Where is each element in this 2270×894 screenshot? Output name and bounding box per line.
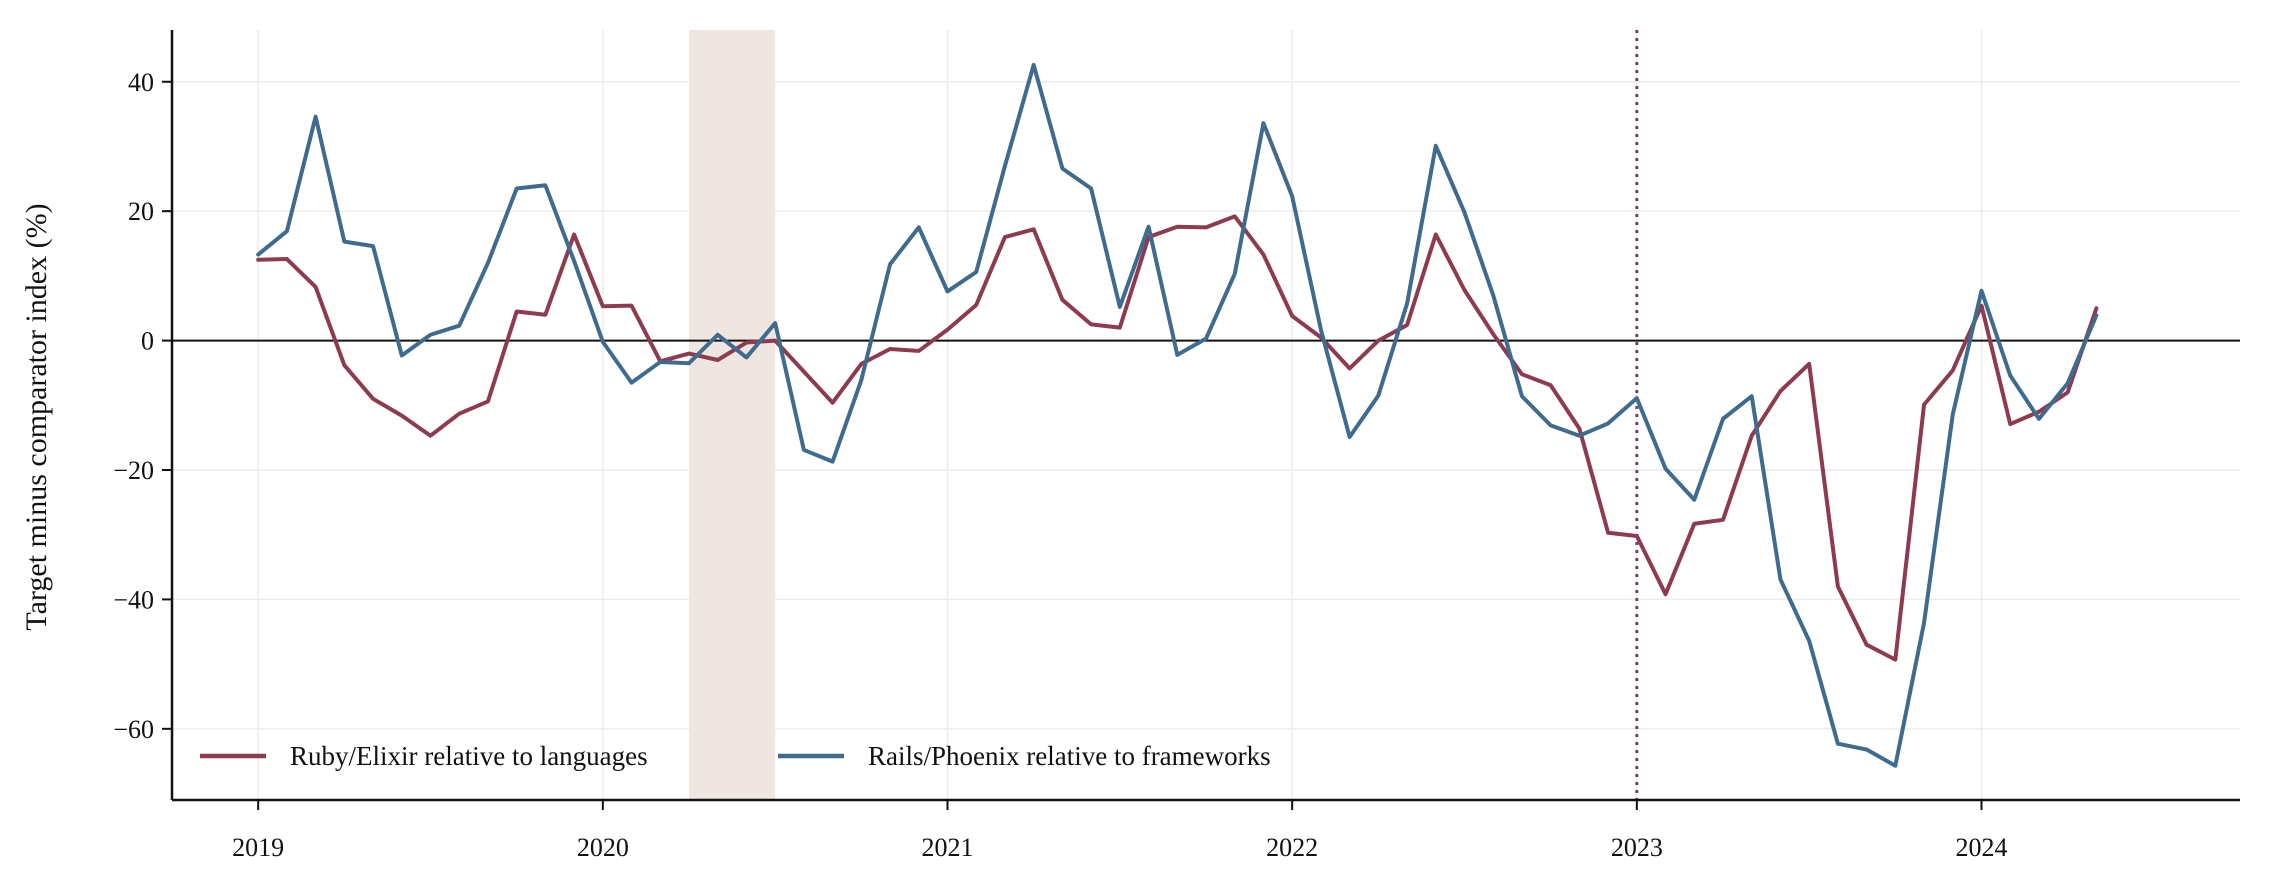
y-tick-label: −60 (113, 715, 154, 744)
x-tick-label: 2019 (232, 833, 284, 862)
x-tick-label: 2020 (577, 833, 629, 862)
y-tick-label: 20 (128, 197, 154, 226)
grid (172, 30, 2240, 800)
shaded-period (689, 30, 776, 800)
legend-item-2: Rails/Phoenix relative to frameworks (778, 741, 1271, 771)
y-axis-title: Target minus comparator index (%) (20, 203, 53, 630)
x-ticks: 2019 2020 2021 2022 2023 2024 (232, 800, 2008, 862)
y-tick-label: −40 (113, 585, 154, 614)
axes (170, 30, 2240, 802)
series-line-2 (256, 62, 2099, 768)
x-tick-label: 2023 (1611, 833, 1663, 862)
legend-label: Rails/Phoenix relative to frameworks (868, 741, 1271, 771)
y-tick-label: 0 (141, 327, 154, 356)
series-lines (256, 62, 2099, 768)
shaded-region (689, 30, 776, 800)
x-tick-label: 2024 (1956, 833, 2008, 862)
series-line-1 (256, 214, 2099, 662)
y-ticks: 40 20 0 −20 −40 −60 (113, 68, 172, 744)
x-tick-label: 2022 (1266, 833, 1318, 862)
legend-item-1: Ruby/Elixir relative to languages (200, 741, 648, 771)
y-tick-label: 40 (128, 68, 154, 97)
legend: Ruby/Elixir relative to languages Rails/P… (200, 741, 1271, 771)
x-tick-label: 2021 (922, 833, 974, 862)
y-tick-label: −20 (113, 456, 154, 485)
legend-label: Ruby/Elixir relative to languages (290, 741, 648, 771)
